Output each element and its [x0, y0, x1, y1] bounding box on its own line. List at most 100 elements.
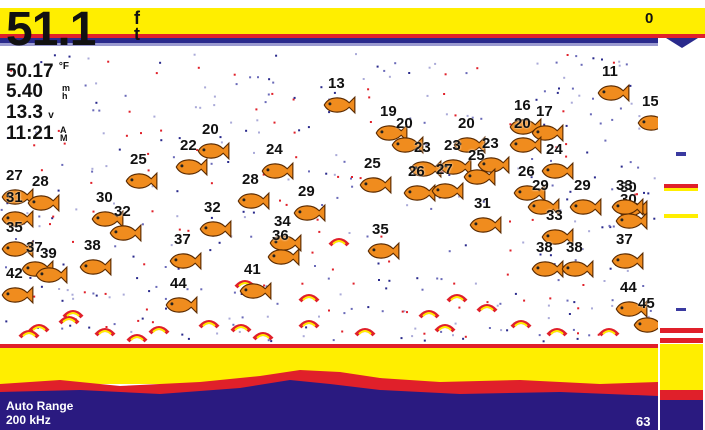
clutter-dot: [255, 108, 258, 111]
clutter-dot: [318, 315, 320, 318]
clutter-dot: [408, 126, 411, 129]
clutter-dot: [155, 72, 158, 75]
clutter-dot: [649, 309, 652, 312]
arch-return-core: [302, 296, 316, 301]
clutter-dot: [33, 88, 36, 91]
clutter-dot: [267, 339, 270, 342]
clutter-dot: [305, 326, 308, 329]
clutter-dot: [586, 151, 589, 154]
fish-depth-label: 20: [458, 115, 475, 132]
clutter-dot: [609, 226, 612, 229]
clutter-dot: [531, 218, 534, 221]
clutter-dot: [172, 156, 175, 159]
clutter-dot: [348, 232, 351, 234]
clutter-dot: [216, 332, 219, 335]
clutter-dot: [464, 244, 467, 247]
fish-depth-label: 29: [574, 177, 591, 194]
voltage-unit: v: [48, 110, 54, 121]
clutter-dot: [638, 115, 641, 118]
clutter-dot: [647, 192, 650, 195]
clutter-dot: [350, 177, 352, 180]
fish-icon: [375, 123, 408, 143]
fish-icon: [513, 183, 546, 203]
clutter-dot: [301, 282, 304, 285]
clutter-dot: [285, 203, 288, 206]
fish-icon: [293, 203, 326, 223]
fish-icon: [199, 219, 232, 239]
clutter-dot: [588, 334, 591, 337]
clutter-dot: [611, 118, 614, 121]
clutter-dot: [38, 215, 41, 218]
clutter-dot: [164, 266, 167, 268]
clutter-dot: [58, 288, 61, 290]
clutter-dot: [555, 146, 558, 149]
arch-return-core: [152, 328, 166, 333]
clutter-dot: [558, 87, 560, 90]
clutter-dot: [618, 64, 621, 67]
fish-icon: [175, 157, 208, 177]
clutter-dot: [430, 207, 433, 210]
clutter-dot: [653, 217, 656, 220]
clutter-dot: [242, 210, 245, 213]
clutter-dot: [243, 174, 246, 177]
fish-depth-label: 32: [204, 199, 221, 216]
clutter-dot: [421, 288, 424, 291]
clutter-dot: [178, 228, 181, 231]
fish-depth-label: 15: [642, 93, 658, 110]
sonar-view[interactable]: 13 11 15 16 17 19 20 20 20 20 22 23 23 23 24 24 25 25 25 26…: [0, 0, 658, 430]
clutter-dot: [385, 287, 388, 290]
clutter-dot: [425, 143, 428, 146]
clutter-dot: [153, 115, 156, 118]
surface-edge-red: [0, 34, 658, 38]
clutter-dot: [40, 285, 43, 288]
arch-return-core: [602, 330, 616, 335]
fish-icon: [27, 193, 60, 213]
clutter-dot: [547, 304, 550, 307]
fish-icon: [165, 295, 198, 315]
fish-icon: [1, 285, 34, 305]
fish-icon: [269, 233, 302, 253]
clutter-dot: [637, 166, 640, 169]
clutter-dot: [204, 86, 207, 89]
arch-return-core: [358, 330, 372, 335]
clutter-dot: [517, 167, 520, 170]
clutter-dot: [509, 123, 512, 126]
fish-depth-label: 44: [170, 275, 187, 292]
fish-icon: [615, 299, 648, 319]
fish-icon: [541, 227, 574, 247]
speed-unit-top: m: [62, 83, 71, 93]
clutter-dot: [339, 293, 342, 296]
clutter-dot: [565, 143, 568, 146]
clutter-noise: [0, 53, 656, 343]
clutter-dot: [549, 254, 552, 257]
clutter-dot: [105, 326, 108, 328]
clutter-dot: [440, 330, 443, 333]
fish-icon: [125, 171, 158, 191]
fish-depth-label: 29: [532, 177, 549, 194]
clutter-dot: [95, 101, 98, 104]
fish-icon: [197, 141, 230, 161]
fish-depth-label: 28: [32, 173, 49, 190]
speed-unit-bottom: h: [62, 91, 68, 101]
clutter-dot: [228, 317, 231, 320]
clutter-dot: [26, 212, 29, 215]
clutter-dot: [509, 220, 511, 223]
arch-return-core: [98, 330, 112, 335]
clutter-dot: [570, 101, 573, 104]
clutter-dot: [238, 330, 241, 333]
clutter-dot: [355, 53, 357, 56]
clutter-dot: [367, 306, 370, 309]
fish-icon: [35, 265, 68, 285]
clutter-dot: [33, 295, 36, 298]
clutter-dot: [66, 289, 69, 292]
arch-return-core: [234, 326, 248, 331]
clutter-dot: [538, 334, 541, 337]
clutter-dot: [643, 191, 645, 194]
clutter-dot: [482, 200, 485, 203]
speed-value: 5.40: [6, 81, 43, 102]
arch-return-core: [332, 240, 346, 245]
clutter-dot: [140, 132, 142, 135]
clutter-dot: [556, 91, 559, 94]
clutter-dot: [61, 327, 64, 330]
clutter-dot: [328, 111, 331, 114]
